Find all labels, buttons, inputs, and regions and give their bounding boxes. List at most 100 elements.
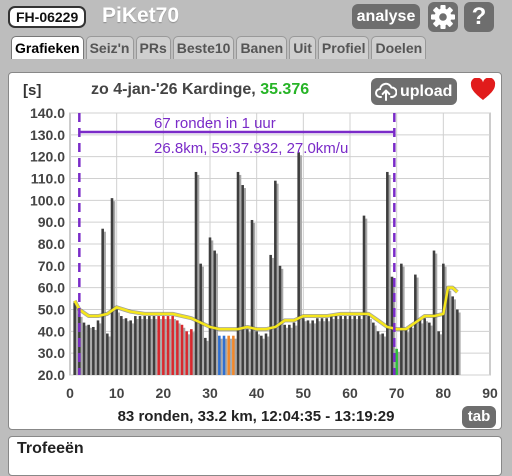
lap-bar [264, 333, 268, 375]
hour-block-stats: 26.8km, 59:37.932, 27.0km/u [154, 140, 348, 157]
lap-bar [236, 171, 240, 375]
lap-bar [106, 333, 109, 375]
lap-bar [138, 316, 142, 375]
lap-bar [274, 180, 277, 375]
lap-bar [134, 316, 137, 375]
lap-bar-shadow [304, 321, 307, 375]
y-tick-label: 130.0 [30, 127, 65, 143]
lap-bar-shadow [430, 325, 433, 375]
lap-bar [157, 316, 160, 375]
lap-bar [92, 326, 95, 375]
lap-bar [213, 250, 216, 375]
y-tick-label: 20.0 [38, 367, 65, 383]
lap-bar [428, 322, 431, 375]
lap-bar [101, 228, 104, 375]
tab-beste10[interactable]: Beste10 [172, 36, 235, 59]
lap-bar [446, 287, 450, 375]
lap-bar-shadow [140, 319, 144, 375]
lap-bar-shadow [402, 266, 405, 375]
skater-id-badge[interactable]: FH-06229 [8, 6, 87, 28]
lap-bar-shadow [439, 334, 442, 375]
lap-bar-shadow [220, 338, 223, 375]
lap-bar [395, 348, 398, 375]
y-tick-label: 90.0 [38, 214, 65, 230]
tab-seizoen[interactable]: Seiz'n [85, 36, 134, 59]
lap-bar [302, 318, 305, 375]
y-unit-label: [s] [23, 82, 42, 99]
lap-bar-shadow [164, 319, 167, 375]
lap-bar-shadow [229, 338, 232, 375]
lap-bar [120, 316, 123, 375]
lap-bar [180, 324, 184, 375]
heart-icon[interactable] [470, 78, 496, 102]
session-header: zo 4-jan-'26 Kardinge, 35.376 [91, 81, 309, 99]
lap-bar-shadow [168, 319, 172, 375]
app-header: FH-06229 PiKet70 analyse ? [0, 0, 512, 34]
gear-icon [428, 2, 458, 32]
lap-bar-shadow [294, 325, 298, 375]
y-tick-label: 40.0 [38, 323, 65, 339]
lap-bar-shadow [145, 319, 148, 375]
lap-bar [246, 329, 249, 375]
lap-bar [418, 320, 422, 375]
lap-bar [423, 318, 426, 375]
y-tick-label: 110.0 [31, 171, 65, 187]
lap-bar-shadow [458, 312, 461, 375]
lap-bar-shadow [131, 323, 134, 375]
lap-bar [334, 316, 338, 375]
tab-grafieken[interactable]: Grafieken [11, 36, 84, 59]
lap-bar [278, 265, 282, 375]
lap-bar [409, 324, 412, 375]
upload-button[interactable]: upload [371, 78, 457, 105]
x-tick-label: 40 [249, 385, 265, 401]
lap-bar-shadow [453, 299, 456, 375]
settings-button[interactable] [428, 2, 458, 32]
lap-bar-shadow [364, 218, 368, 375]
lap-bar [166, 316, 170, 375]
lap-bar [124, 318, 128, 375]
tab-uit[interactable]: Uit [289, 36, 316, 59]
hour-block-title: 67 ronden in 1 uur [154, 115, 276, 132]
help-button[interactable]: ? [464, 2, 494, 32]
lap-bar-shadow [313, 323, 316, 375]
lap-bar [129, 320, 132, 375]
lap-bar [199, 263, 202, 375]
tab-doelen[interactable]: Doelen [371, 36, 427, 59]
lap-bar-shadow [243, 188, 246, 375]
lap-bar-shadow [360, 319, 363, 375]
lap-bar [437, 331, 440, 375]
lap-bar-shadow [299, 155, 302, 375]
lap-bar-shadow [136, 319, 139, 375]
lap-bar [190, 329, 193, 375]
lap-bar-shadow [159, 319, 162, 375]
tab-banen[interactable]: Banen [236, 36, 288, 59]
lap-bar [218, 335, 221, 375]
lap-bar [316, 318, 319, 375]
lap-bar-shadow [248, 332, 251, 375]
lap-bar [348, 316, 352, 375]
lap-bar-shadow [210, 240, 214, 375]
lap-bar [400, 263, 403, 375]
tab-prs[interactable]: PRs [135, 36, 171, 59]
nav-tabs: Grafieken Seiz'n PRs Beste10 Banen Uit P… [11, 36, 428, 59]
lap-bar [269, 254, 272, 375]
lap-bar [381, 333, 384, 375]
x-tick-label: 80 [436, 385, 452, 401]
lap-bar-shadow [238, 174, 242, 375]
tab-view-button[interactable]: tab [462, 406, 496, 428]
lap-bar-shadow [234, 338, 237, 375]
lap-bar-shadow [206, 340, 209, 375]
lap-bar [222, 335, 226, 375]
tab-profiel[interactable]: Profiel [317, 36, 370, 59]
y-tick-label: 70.0 [38, 258, 65, 274]
lap-bar-shadow [84, 325, 88, 375]
lap-bar-shadow [75, 305, 78, 375]
lap-bar-shadow [98, 323, 102, 375]
lap-bar-shadow [257, 334, 260, 375]
lap-bar [390, 276, 394, 375]
analyse-button[interactable]: analyse [352, 4, 420, 29]
lap-times-chart[interactable]: 20.0 30.0 40.0 50.0 60.0 70.0 80.0 90.0 100.0 110… [9, 73, 503, 403]
lap-bar [176, 320, 179, 375]
x-tick-label: 0 [66, 385, 74, 401]
lap-bar-shadow [397, 351, 400, 375]
